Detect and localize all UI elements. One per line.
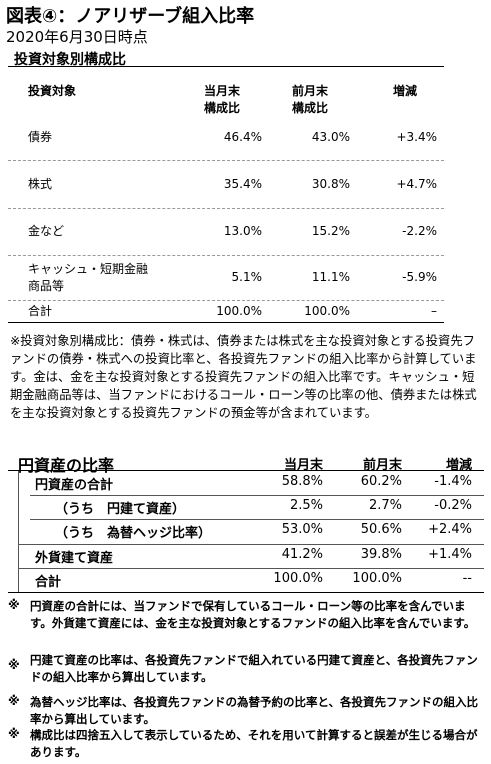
cell: 30.8% xyxy=(311,176,350,191)
row-label: 合計 xyxy=(28,303,53,318)
cell: 50.6% xyxy=(360,522,402,538)
cell: -0.2% xyxy=(434,498,472,514)
row-label: キャッシュ・短期金融 xyxy=(28,261,149,276)
row-label: 合計 xyxy=(35,574,62,590)
cell: 100.0% xyxy=(304,303,350,318)
table2-header: 前月末 xyxy=(362,458,402,473)
row-separator xyxy=(8,160,444,161)
row-label: 債券 xyxy=(28,130,53,144)
cell: +1.4% xyxy=(428,546,472,562)
cell: 60.2% xyxy=(360,474,402,489)
table1-header: 前月末 xyxy=(291,84,328,98)
title: 図表④：ノアリザーブ組入比率 xyxy=(6,6,255,27)
cell: +3.4% xyxy=(396,130,437,144)
note-marker: ※ xyxy=(8,694,20,708)
note-marker: ※ xyxy=(8,598,20,612)
row-separator xyxy=(8,300,444,301)
cell: 41.2% xyxy=(281,546,323,562)
cell: 11.1% xyxy=(311,270,350,284)
cell: 100.0% xyxy=(216,303,262,318)
cell: 39.8% xyxy=(360,546,402,562)
table1-header: 投資対象 xyxy=(28,84,77,98)
row-separator xyxy=(8,255,444,256)
cell: 35.4% xyxy=(223,176,262,191)
row-separator xyxy=(30,519,484,521)
table2-border xyxy=(18,471,19,592)
cell: -5.9% xyxy=(402,270,437,284)
row-separator xyxy=(8,208,444,209)
table1-header: 構成比 xyxy=(203,101,240,115)
table2-header: 増減 xyxy=(445,458,472,473)
cell: 2.7% xyxy=(368,498,402,514)
note-text: 為替ヘッジ比率は、各投資先ファンドの為替予約の比率と、各投資先ファンドの組入比率… xyxy=(30,695,479,726)
cell: 100.0% xyxy=(352,570,402,586)
note-marker: ※ xyxy=(8,658,20,672)
row-label: 円資産の合計 xyxy=(35,478,114,493)
table2-header: 当月末 xyxy=(283,458,323,473)
note-text: 円資産の合計には、当ファンドで保有しているコール・ローン等の比率を含んでいます。… xyxy=(30,599,476,630)
table1-header: 構成比 xyxy=(291,101,328,115)
rule xyxy=(8,592,484,593)
note-text: 円建て資産の比率は、各投資先ファンドで組入れている円建て資産と、各投資先ファンド… xyxy=(30,653,478,684)
table1-header: 当月末 xyxy=(203,84,240,98)
table2-title: 円資産の比率 xyxy=(18,456,115,475)
subtitle: 2020年6月30日時点 xyxy=(6,28,148,46)
rule xyxy=(8,66,444,67)
note-text: 構成比は四捨五入して表示しているため、それを用いて計算すると誤差が生じる場合があ… xyxy=(30,728,478,759)
note-marker: ※ xyxy=(8,727,20,741)
rule xyxy=(8,322,444,323)
cell: 43.0% xyxy=(311,130,350,144)
row-separator xyxy=(18,543,484,545)
cell: 5.1% xyxy=(231,270,263,284)
cell: -1.4% xyxy=(434,474,472,489)
cell: 53.0% xyxy=(281,522,323,538)
row-label: 株式 xyxy=(28,176,53,191)
row-label: 外貨建て資産 xyxy=(35,550,114,566)
row-label: 商品等 xyxy=(28,278,65,293)
cell: -- xyxy=(462,570,472,586)
rule xyxy=(8,470,484,471)
note: ※投資対象別構成比：債券・株式は、債券または株式を主な投資対象とする投資先ファン… xyxy=(10,334,477,420)
cell: 13.0% xyxy=(223,224,262,238)
row-label: （うち 円建て資産） xyxy=(55,502,186,518)
row-separator xyxy=(30,495,484,497)
cell: 100.0% xyxy=(273,570,323,586)
cell: +2.4% xyxy=(428,522,472,538)
table1-header: 増減 xyxy=(392,84,417,98)
table1-title: 投資対象別構成比 xyxy=(14,52,126,68)
cell: 46.4% xyxy=(223,130,262,144)
row-separator xyxy=(18,567,484,569)
cell: 2.5% xyxy=(289,498,323,514)
cell: 15.2% xyxy=(311,224,350,238)
cell: 58.8% xyxy=(281,474,323,489)
row-label: 金など xyxy=(28,224,65,238)
cell: – xyxy=(431,303,437,318)
row-label: （うち 為替ヘッジ比率） xyxy=(55,526,212,542)
cell: +4.7% xyxy=(396,176,437,191)
cell: -2.2% xyxy=(402,224,437,238)
